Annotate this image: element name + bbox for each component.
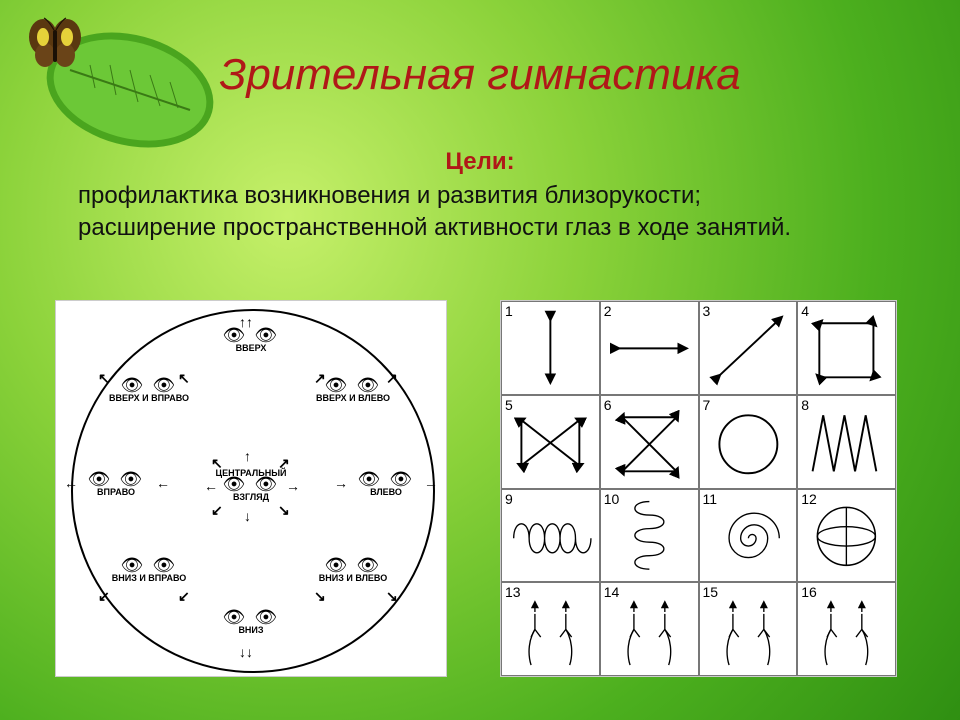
slide-background: Зрительная гимнастика Цели: профилактика… bbox=[0, 0, 960, 720]
pattern-cell-3: 3 bbox=[699, 301, 798, 395]
pattern-icon-hands bbox=[700, 583, 797, 675]
pattern-icon-zigzag bbox=[798, 396, 895, 488]
pattern-cell-15: 15 bbox=[699, 582, 798, 676]
eye-direction-diagram: ЦЕНТРАЛЬНЫЙ 👁 👁 ВЗГЛЯД ↑ ↓ ← → ↖ ↗ ↙ ↘ 👁… bbox=[55, 300, 447, 677]
pattern-cell-13: 13 bbox=[501, 582, 600, 676]
pattern-cell-6: 6 bbox=[600, 395, 699, 489]
pattern-cell-5: 5 bbox=[501, 395, 600, 489]
dir-up: 👁 👁ВВЕРХ bbox=[206, 329, 296, 353]
pattern-cell-12: 12 bbox=[797, 489, 896, 583]
eyes-icon: 👁 👁 bbox=[206, 478, 296, 490]
pattern-icon-circle bbox=[700, 396, 797, 488]
pattern-icon-hands bbox=[601, 583, 698, 675]
center-node: ЦЕНТРАЛЬНЫЙ 👁 👁 ВЗГЛЯД bbox=[206, 466, 296, 502]
pattern-grid: 12345678910111213141516 bbox=[500, 300, 897, 677]
pattern-cell-11: 11 bbox=[699, 489, 798, 583]
dir-left: 👁 👁ВЛЕВО bbox=[341, 473, 431, 497]
goals-text: профилактика возникновения и развития бл… bbox=[60, 180, 900, 245]
goal-line-2: расширение пространственной активности г… bbox=[60, 212, 900, 244]
pattern-cell-8: 8 bbox=[797, 395, 896, 489]
dir-down-right: 👁 👁ВНИЗ И ВПРАВО bbox=[104, 559, 194, 583]
pattern-cell-14: 14 bbox=[600, 582, 699, 676]
pattern-icon-spiral bbox=[700, 490, 797, 582]
pattern-icon-vline bbox=[502, 302, 599, 394]
dir-down: 👁 👁ВНИЗ bbox=[206, 611, 296, 635]
pattern-icon-hands bbox=[798, 583, 895, 675]
pattern-cell-1: 1 bbox=[501, 301, 600, 395]
pattern-cell-10: 10 bbox=[600, 489, 699, 583]
pattern-icon-hline bbox=[601, 302, 698, 394]
pattern-cell-2: 2 bbox=[600, 301, 699, 395]
pattern-icon-globe bbox=[798, 490, 895, 582]
pattern-icon-hands bbox=[502, 583, 599, 675]
pattern-cell-16: 16 bbox=[797, 582, 896, 676]
goals-heading: Цели: bbox=[0, 148, 960, 176]
pattern-icon-bowtie bbox=[502, 396, 599, 488]
pattern-cell-7: 7 bbox=[699, 395, 798, 489]
dir-down-left: 👁 👁ВНИЗ И ВЛЕВО bbox=[308, 559, 398, 583]
pattern-icon-spring_h bbox=[502, 490, 599, 582]
goal-line-1: профилактика возникновения и развития бл… bbox=[60, 180, 900, 212]
dir-right: 👁 👁ВПРАВО bbox=[71, 473, 161, 497]
pattern-icon-spring_v bbox=[601, 490, 698, 582]
pattern-cell-4: 4 bbox=[797, 301, 896, 395]
pattern-icon-hourglass bbox=[601, 396, 698, 488]
pattern-icon-diag bbox=[700, 302, 797, 394]
pattern-cell-9: 9 bbox=[501, 489, 600, 583]
pattern-icon-square bbox=[798, 302, 895, 394]
page-title: Зрительная гимнастика bbox=[0, 50, 960, 100]
